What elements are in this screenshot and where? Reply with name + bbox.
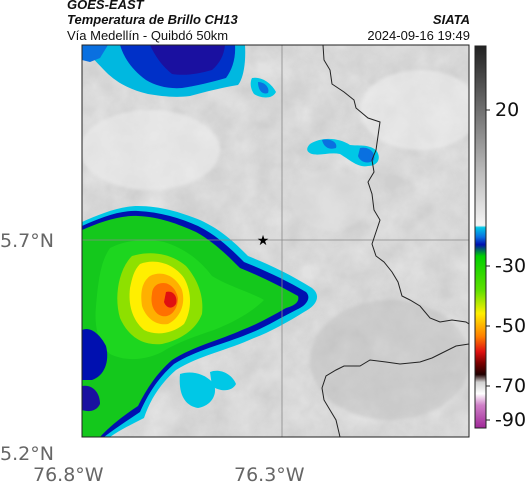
lat-label-5-2n: 5.2°N (0, 443, 54, 465)
source-label: SIATA (432, 12, 470, 27)
map-frame (81, 44, 470, 438)
cloud-right (307, 138, 379, 167)
colorbar-tick-neg50: -50 (495, 315, 526, 337)
boundary-line (322, 45, 469, 325)
satellite-name: GOES-EAST (67, 0, 144, 12)
lat-label-5-7n: 5.7°N (0, 230, 54, 252)
colorbar (474, 45, 490, 429)
colorbar-tick-20: 20 (495, 99, 520, 121)
timestamp: 2024-09-16 19:49 (367, 28, 470, 43)
colorbar-tick-neg90: -90 (495, 409, 526, 431)
cloud-top-left (82, 45, 276, 98)
convective-cell (82, 206, 318, 437)
colorbar-tick-neg30: -30 (495, 255, 526, 277)
colorbar-tick-neg70: -70 (495, 375, 526, 397)
star-icon: ★ (257, 233, 270, 249)
lon-label-76-3w: 76.3°W (234, 464, 305, 486)
route-label: Vía Medellín - Quibdó 50km (67, 28, 229, 43)
lon-label-76-8w: 76.8°W (33, 464, 104, 486)
boundary-line-south (321, 343, 469, 437)
product-title: Temperatura de Brillo CH13 (67, 12, 238, 27)
